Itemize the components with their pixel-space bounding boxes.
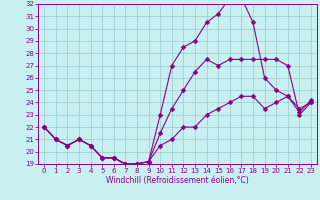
X-axis label: Windchill (Refroidissement éolien,°C): Windchill (Refroidissement éolien,°C) (106, 176, 249, 185)
